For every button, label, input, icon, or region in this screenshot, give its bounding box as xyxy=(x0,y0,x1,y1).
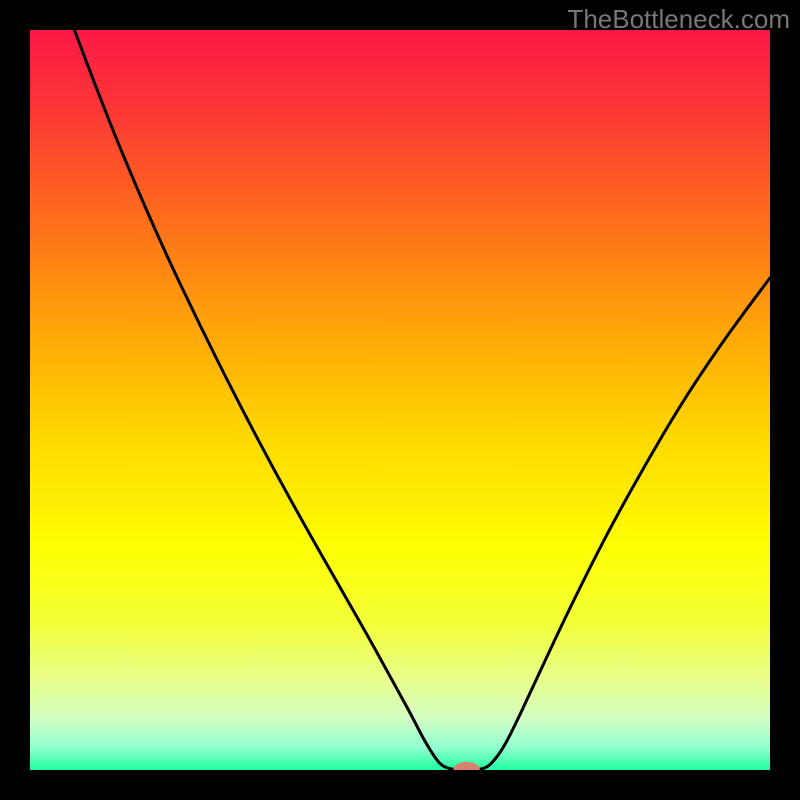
bottleneck-chart xyxy=(30,30,770,770)
gradient-background xyxy=(30,30,770,770)
watermark-label: TheBottleneck.com xyxy=(567,4,790,35)
